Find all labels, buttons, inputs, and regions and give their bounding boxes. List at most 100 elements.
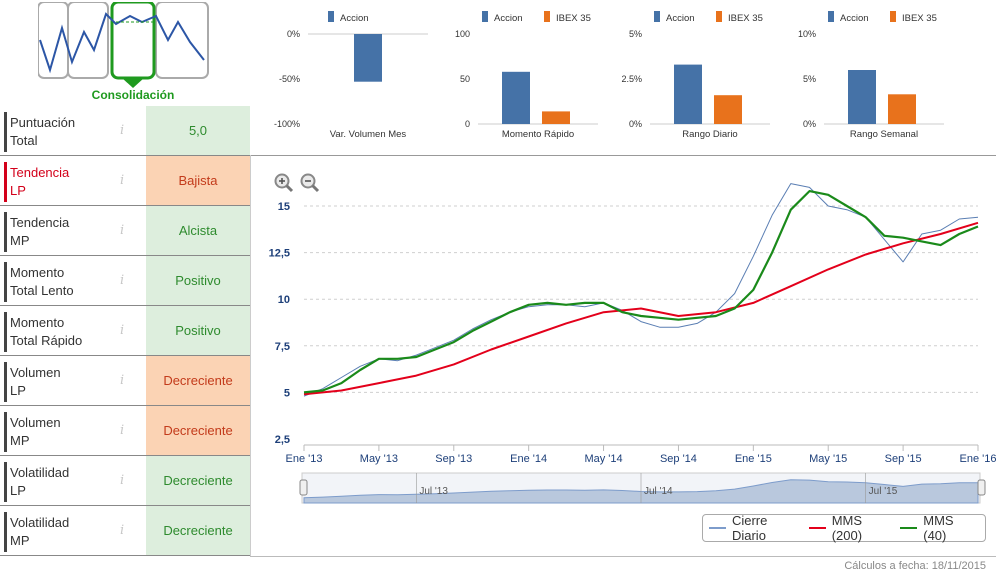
indicator-row: Volatilidad MP i Decreciente [0,506,250,556]
y-tick-label: -50% [279,74,300,84]
y-tick-label: 100 [455,29,470,39]
indicator-row: Volumen MP i Decreciente [0,406,250,456]
info-icon[interactable]: i [120,473,125,488]
x-tick-label: Sep '15 [885,453,922,465]
indicator-value: Decreciente [146,456,250,505]
logo-title: Consolidación [91,88,175,102]
legend-item-close[interactable]: Cierre Diario [709,513,801,543]
legend-swatch-mms200 [808,527,826,529]
indicator-row: Volumen LP i Decreciente [0,356,250,406]
indicator-row: Tendencia LP i Bajista [0,156,250,206]
mini-chart-momentum: Accion IBEX 35 100 50 0 Momento Rápido [446,6,606,146]
indicator-accent-bar [4,412,7,452]
mini-chart-volume: Accion 0% -50% -100% Var. Volumen Mes [274,6,436,146]
bar-accion [674,64,702,124]
mini-chart-title: Var. Volumen Mes [330,129,407,140]
indicator-value: Alcista [146,206,250,255]
indicator-value: 5,0 [146,106,250,155]
mini-chart-title: Rango Semanal [850,129,918,140]
bar-ibex [714,95,742,124]
info-icon[interactable]: i [120,373,125,388]
consolidation-chart-icon [38,2,209,88]
legend-label: Accion [840,13,869,24]
y-tick-label: 2.5% [621,74,642,84]
zoom-in-icon[interactable] [274,173,294,193]
indicator-value: Decreciente [146,506,250,555]
y-tick-label: 0% [629,119,642,129]
indicator-row: Momento Total Rápido i Positivo [0,306,250,356]
x-tick-label: Ene '16 [960,453,996,465]
zoom-out-icon[interactable] [300,173,320,193]
y-tick-label: 10% [798,29,816,39]
indicator-value: Decreciente [146,356,250,405]
indicator-value: Positivo [146,256,250,305]
indicator-label: Puntuación Total [10,115,76,148]
info-icon[interactable]: i [120,123,125,138]
y-tick-label: 50 [460,74,470,84]
indicator-value: Decreciente [146,406,250,455]
legend-label: IBEX 35 [728,13,763,24]
indicator-label: Volumen LP [10,365,61,398]
indicator-row: Tendencia MP i Alcista [0,206,250,256]
indicator-label: Tendencia LP [10,165,70,198]
chart-top-border [250,155,996,156]
footer-divider [250,556,996,557]
y-tick-label: 5% [803,74,816,84]
info-icon[interactable]: i [120,523,125,538]
chart-legend: Cierre Diario MMS (200) MMS (40) [702,513,986,543]
indicator-value: Positivo [146,306,250,355]
x-tick-label: Ene '13 [286,453,323,465]
info-icon[interactable]: i [120,273,125,288]
indicator-label: Momento Total Rápido [10,315,83,348]
indicator-accent-bar [4,512,7,552]
y-tick-label: 12,5 [269,248,290,260]
navigator-handle-right[interactable] [977,479,986,496]
legend-label: Accion [340,13,369,24]
legend-swatch-ibex [890,11,896,22]
legend-swatch-accion [654,11,660,22]
legend-item-mms200[interactable]: MMS (200) [808,513,893,543]
info-icon[interactable]: i [120,223,125,238]
y-tick-label: 2,5 [275,434,290,446]
indicator-label: Volatilidad LP [10,465,70,498]
navigator-label: Jul '14 [644,486,673,497]
mini-chart-title: Momento Rápido [502,129,574,140]
legend-swatch-close [709,527,726,529]
navigator-label: Jul '13 [419,486,448,497]
y-tick-label: 10 [278,294,290,306]
series-mms40-line [303,190,979,394]
legend-label: IBEX 35 [902,13,937,24]
indicator-label: Volatilidad MP [10,515,70,548]
navigator-label: Jul '15 [869,486,898,497]
x-tick-label: Ene '15 [735,453,772,465]
x-tick-label: May '13 [360,453,398,465]
info-icon[interactable]: i [120,173,125,188]
indicator-row: Volatilidad LP i Decreciente [0,456,250,506]
indicator-table: Puntuación Total i 5,0 Tendencia LP i Bajista… [0,106,250,556]
info-icon[interactable]: i [120,323,125,338]
info-icon[interactable]: i [120,423,125,438]
legend-label: Accion [494,13,523,24]
indicator-accent-bar [4,462,7,502]
legend-label-mms200: MMS (200) [831,513,863,543]
mini-chart-weekly-range: Accion IBEX 35 10% 5% 0% Rango Semanal [792,6,952,146]
y-tick-label: 7,5 [275,341,290,353]
bar-ibex [888,94,916,124]
indicator-row: Momento Total Lento i Positivo [0,256,250,306]
navigator-series [303,479,979,504]
y-tick-label: -100% [274,119,300,129]
legend-label-close: Cierre Diario [731,513,768,543]
legend-label: IBEX 35 [556,13,591,24]
y-tick-label: 15 [278,201,290,213]
legend-item-mms40[interactable]: MMS (40) [900,513,977,543]
navigator-handle-left[interactable] [299,479,308,496]
legend-swatch-mms40 [900,527,918,529]
indicator-accent-bar [4,162,7,202]
series-mms200-line [303,221,979,396]
calculation-date: Cálculos a fecha: 18/11/2015 [844,560,986,572]
x-tick-label: Ene '14 [510,453,547,465]
mini-chart-title: Rango Diario [682,129,737,140]
price-chart: 15 12,5 10 7,5 5 2,5 Ene '13 May '13 Sep '13 Ene … [269,183,996,504]
legend-swatch-accion [828,11,834,22]
legend-swatch-ibex [716,11,722,22]
